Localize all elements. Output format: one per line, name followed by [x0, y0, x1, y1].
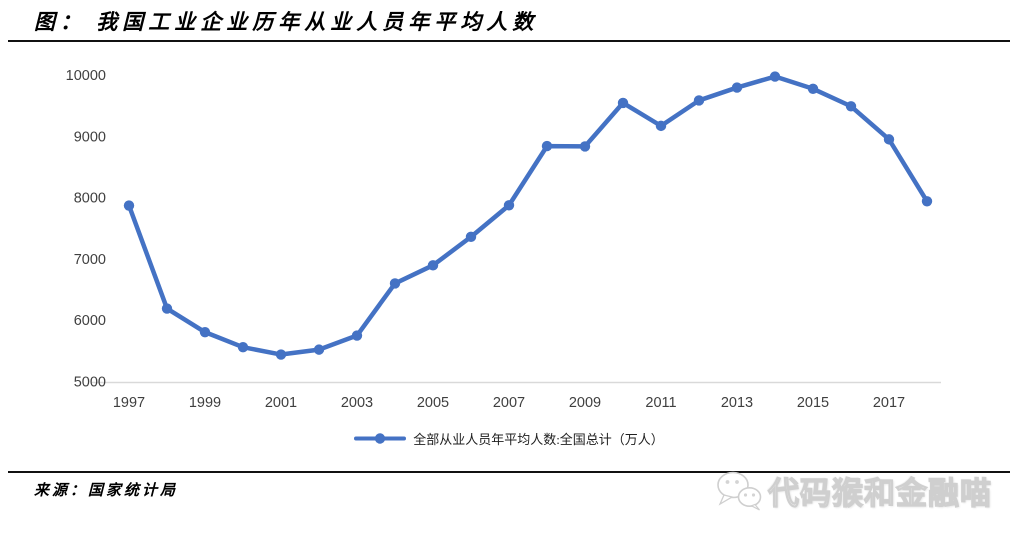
svg-text:6000: 6000 [74, 313, 106, 329]
svg-text:8000: 8000 [74, 191, 106, 207]
svg-text:2015: 2015 [797, 395, 829, 411]
svg-text:2017: 2017 [873, 395, 905, 411]
title-rule [8, 40, 1010, 42]
svg-text:1999: 1999 [189, 395, 221, 411]
svg-text:2011: 2011 [645, 395, 676, 411]
svg-text:2009: 2009 [569, 395, 601, 411]
footer-rule [8, 471, 1010, 473]
wechat-icon [717, 471, 762, 511]
watermark: 代码猴和金融喵 [715, 468, 992, 513]
svg-text:2003: 2003 [341, 395, 373, 411]
watermark-text: 代码猴和金融喵 [767, 475, 992, 511]
source-label: 来源：国家统计局 [34, 483, 179, 499]
svg-text:2013: 2013 [721, 395, 753, 411]
svg-text:2005: 2005 [417, 395, 449, 411]
svg-text:2007: 2007 [493, 395, 525, 411]
legend-label: 全部从业人员年平均人数:全国总计（万人） [413, 431, 664, 447]
legend-line-marker-icon [354, 432, 407, 444]
svg-text:10000: 10000 [66, 68, 106, 84]
svg-text:2001: 2001 [265, 395, 297, 411]
svg-text:1997: 1997 [113, 395, 145, 411]
svg-text:7000: 7000 [74, 252, 106, 268]
chart-title: 图： 我国工业企业历年从业人员年平均人数 [34, 10, 539, 34]
line-chart: 5000 6000 7000 8000 9000 10000 1997 1999 2001 200… [66, 68, 941, 411]
svg-text:9000: 9000 [74, 129, 106, 145]
legend: 全部从业人员年平均人数:全国总计（万人） [0, 429, 1018, 447]
svg-text:5000: 5000 [74, 375, 106, 391]
